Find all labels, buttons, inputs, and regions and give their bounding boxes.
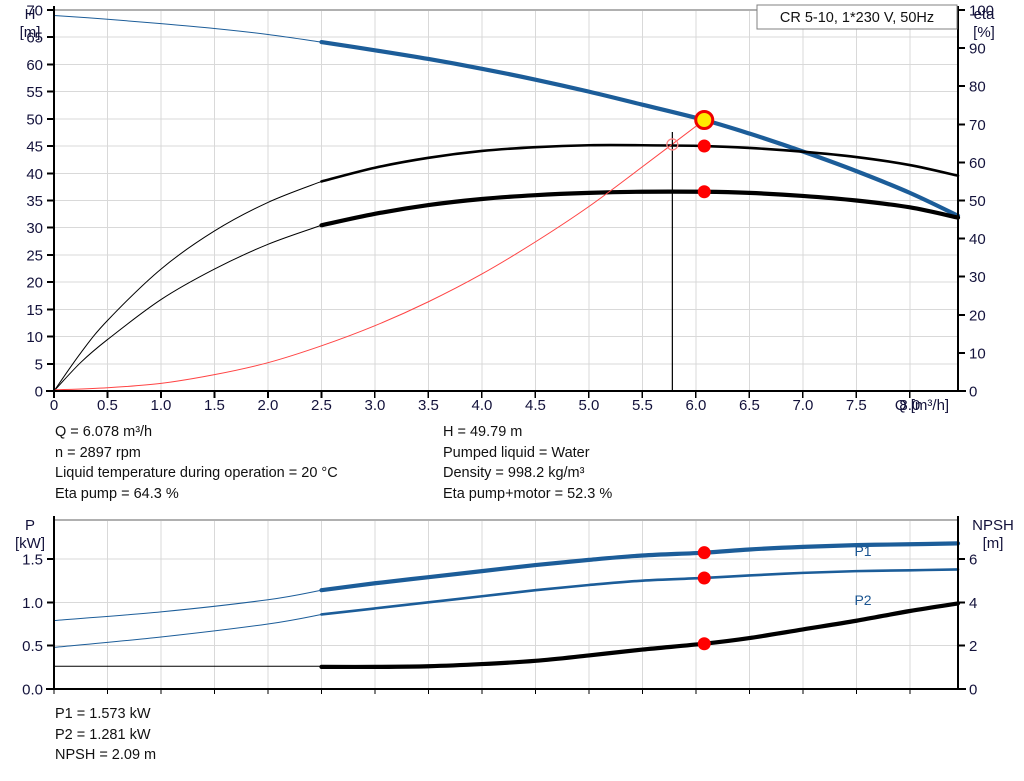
svg-text:50: 50 [969,193,986,210]
top-axis-labels: 0 5 10 15 20 25 30 35 40 45 50 55 60 65 70 0 10 20 30 40 50 6… [26,3,994,415]
info-density: Density = 998.2 kg/m³ [443,465,585,481]
svg-text:80: 80 [969,79,986,96]
svg-text:0: 0 [969,682,977,699]
svg-text:30: 30 [969,269,986,286]
top-left-axis-title-line1: H [25,6,36,23]
bottom-curves [53,541,961,670]
bottom-info-column: P1 = 1.573 kW P2 = 1.281 kW NPSH = 2.09 … [55,704,156,766]
bottom-duty-markers [697,546,711,651]
bottom-info-panel: P1 = 1.573 kW P2 = 1.281 kW NPSH = 2.09 … [0,700,1024,780]
bottom-left-axis-title-line1: P [25,517,35,534]
svg-text:1.5: 1.5 [22,552,43,569]
top-left-axis-title-line2: [m] [20,24,41,41]
svg-text:20: 20 [26,275,43,292]
svg-text:1.5: 1.5 [204,397,225,414]
info-h: H = 49.79 m [443,424,523,440]
svg-text:4.5: 4.5 [525,397,546,414]
svg-text:60: 60 [26,57,43,74]
svg-text:4.0: 4.0 [471,397,492,414]
svg-text:65: 65 [26,30,43,47]
info-eta-pump-motor: Eta pump+motor = 52.3 % [443,485,613,502]
svg-text:4: 4 [969,595,977,612]
svg-text:6.0: 6.0 [685,397,706,414]
info-eta-pump: Eta pump = 64.3 % [55,485,179,502]
info-q: Q = 6.078 m³/h [55,424,153,440]
svg-text:40: 40 [26,166,43,183]
info-n: n = 2897 rpm [55,444,141,461]
bottom-left-axis-title-line2: [kW] [15,535,45,552]
svg-text:15: 15 [26,302,43,319]
power-npsh-chart: 0.0 0.5 1.0 1.5 0 2 4 6 P [kW] NPSH [m] P1 P2 [0,508,1024,703]
head-efficiency-chart: 0 5 10 15 20 25 30 35 40 45 50 55 60 65 70 0 10 20 30 40 50 6… [20,3,996,415]
info-p1: P1 = 1.573 kW [55,706,151,722]
top-info-left-column: Q = 6.078 m³/h n = 2897 rpm Liquid tempe… [55,422,338,504]
svg-text:5.0: 5.0 [578,397,599,414]
svg-text:2.5: 2.5 [311,397,332,414]
svg-text:30: 30 [26,220,43,237]
p2-curve-label: P2 [854,592,871,608]
bottom-axis-labels: 0.0 0.5 1.0 1.5 0 2 4 6 [22,552,977,699]
top-duty-markers [666,110,715,199]
svg-text:2: 2 [969,638,977,655]
svg-text:40: 40 [969,231,986,248]
svg-text:10: 10 [969,345,986,362]
top-curves [53,14,961,392]
info-npsh: NPSH = 2.09 m [55,747,157,763]
svg-text:2.0: 2.0 [258,397,279,414]
svg-text:20: 20 [969,307,986,324]
bottom-right-axis-title-line1: NPSH [972,517,1014,534]
svg-text:0.0: 0.0 [22,682,43,699]
svg-text:35: 35 [26,193,43,210]
svg-text:1.0: 1.0 [151,397,172,414]
svg-text:50: 50 [26,111,43,128]
svg-text:0.5: 0.5 [97,397,118,414]
svg-text:25: 25 [26,247,43,264]
svg-text:0.5: 0.5 [22,638,43,655]
top-right-axis-title-line1: eta [974,6,996,23]
svg-text:100: 100 [969,3,994,20]
svg-text:0: 0 [969,384,977,401]
info-liquid-temperature: Liquid temperature during operation = 20… [55,465,338,481]
svg-text:45: 45 [26,139,43,156]
svg-text:8.0: 8.0 [899,397,920,414]
svg-text:10: 10 [26,329,43,346]
svg-text:5.5: 5.5 [632,397,653,414]
svg-text:1.0: 1.0 [22,595,43,612]
info-p2: P2 = 1.281 kW [55,726,151,743]
svg-text:55: 55 [26,84,43,101]
info-pumped-liquid: Pumped liquid = Water [443,444,590,461]
p1-curve-label: P1 [854,543,871,559]
top-gridlines [53,9,958,391]
svg-text:6: 6 [969,552,977,569]
top-axes [46,6,966,398]
svg-text:0: 0 [50,397,58,414]
pump-title-box: CR 5-10, 1*230 V, 50Hz [756,4,958,30]
top-x-axis-title: Q [m³/h] [895,397,949,414]
svg-text:70: 70 [969,117,986,134]
svg-text:7.0: 7.0 [792,397,813,414]
top-info-right-column: H = 49.79 m Pumped liquid = Water Densit… [443,422,612,504]
bottom-right-axis-title-line2: [m] [983,535,1004,552]
pump-title-text: CR 5-10, 1*230 V, 50Hz [780,10,934,26]
svg-text:3.5: 3.5 [418,397,439,414]
svg-text:0: 0 [35,384,43,401]
svg-text:90: 90 [969,41,986,58]
top-right-axis-title-line2: [%] [973,24,995,41]
svg-text:5: 5 [35,356,43,373]
svg-text:6.5: 6.5 [739,397,760,414]
top-info-panel: Q = 6.078 m³/h n = 2897 rpm Liquid tempe… [0,418,1024,508]
svg-text:3.0: 3.0 [365,397,386,414]
bottom-axes [46,516,966,694]
svg-text:60: 60 [969,155,986,172]
svg-text:7.5: 7.5 [846,397,867,414]
svg-text:70: 70 [26,3,43,20]
